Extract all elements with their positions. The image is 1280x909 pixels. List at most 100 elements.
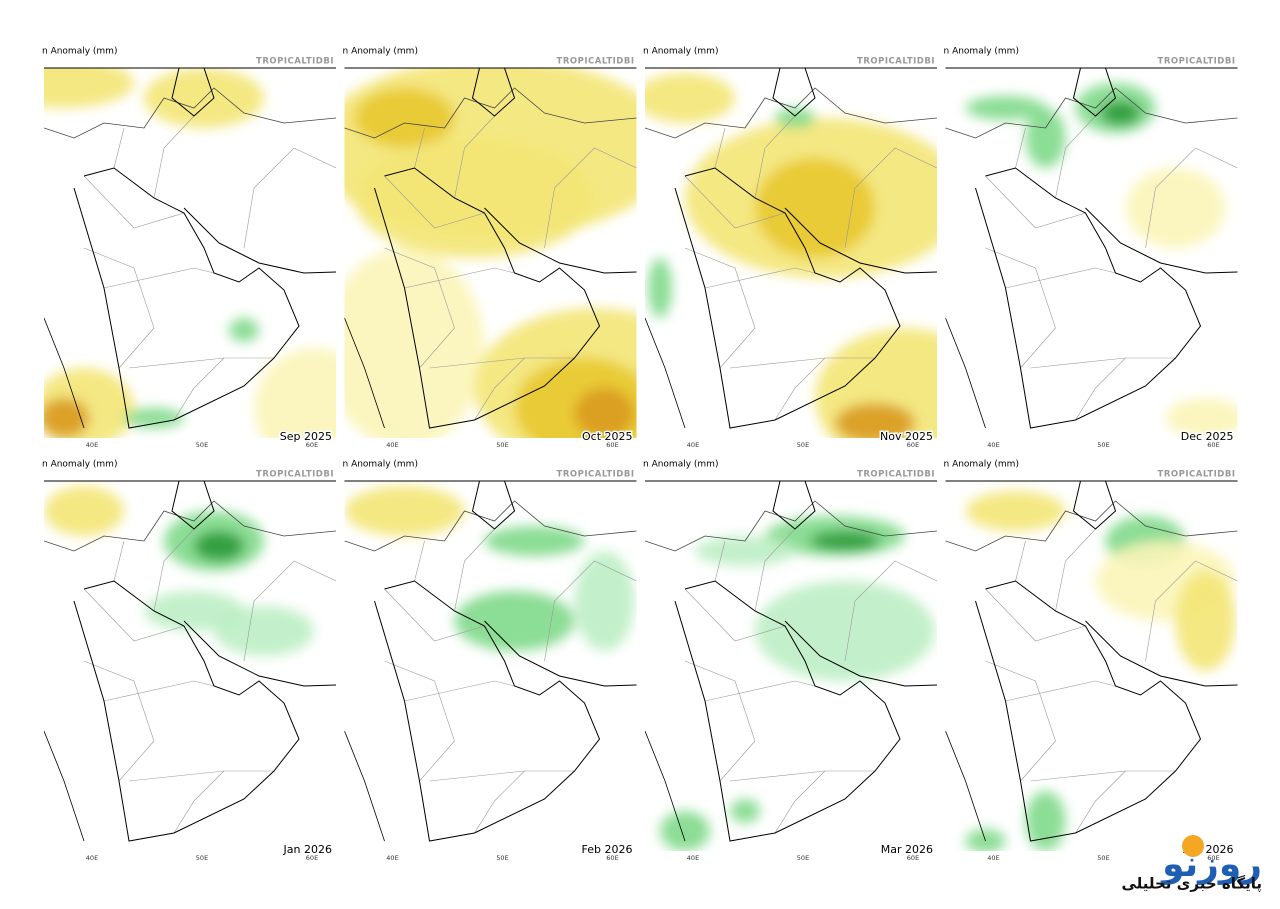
anomaly-field xyxy=(965,491,1236,851)
anomaly-blob xyxy=(454,591,575,651)
x-tick-label: 40E xyxy=(386,854,398,862)
map-panel: n Anomaly (mm) TROPICALTIDBI Feb 2026 40E 50… xyxy=(343,460,637,862)
anomaly-blob xyxy=(1125,168,1226,248)
x-tick-label: 40E xyxy=(86,441,98,449)
panel-source: TROPICALTIDBI xyxy=(557,470,635,480)
x-tick-label: 40E xyxy=(687,441,699,449)
panel-source: TROPICALTIDBI xyxy=(857,57,935,67)
panel-title: n Anomaly (mm) xyxy=(944,47,1019,57)
map-bg xyxy=(945,68,1238,438)
x-tick-label: 50E xyxy=(496,854,508,862)
panel-title: n Anomaly (mm) xyxy=(42,47,117,57)
x-tick-label: 60E xyxy=(1207,441,1219,449)
logo-name: روزنو xyxy=(1160,844,1262,885)
anomaly-blob xyxy=(344,248,485,438)
anomaly-blob xyxy=(775,108,815,128)
anomaly-blob xyxy=(660,811,710,851)
logo-tagline: پایگاه خبری تحلیلی xyxy=(1121,875,1262,894)
panel-source: TROPICALTIDBI xyxy=(1158,57,1236,67)
anomaly-blob xyxy=(730,799,760,823)
x-tick-label: 50E xyxy=(797,854,809,862)
x-tick-label: 60E xyxy=(306,854,318,862)
logo-dot xyxy=(1182,835,1204,857)
panel-source: TROPICALTIDBI xyxy=(557,57,635,67)
anomaly-blob xyxy=(344,486,465,536)
x-tick-label: 60E xyxy=(606,854,618,862)
x-tick-label: 50E xyxy=(196,854,208,862)
panel-source: TROPICALTIDBI xyxy=(1158,470,1236,480)
map xyxy=(645,68,937,438)
anomaly-blob xyxy=(354,88,455,148)
anomaly-blob xyxy=(648,258,672,318)
x-tick-label: 60E xyxy=(1207,854,1219,862)
map xyxy=(44,481,336,851)
x-tick-label: 60E xyxy=(907,441,919,449)
anomaly-field xyxy=(965,83,1238,438)
anomaly-blob xyxy=(214,606,314,656)
anomaly-blob xyxy=(1165,398,1238,438)
anomaly-blob xyxy=(44,486,124,536)
map-panel: n Anomaly (mm) TROPICALTIDBI Nov 2025 40E 50… xyxy=(643,47,937,449)
panel-title: n Anomaly (mm) xyxy=(343,460,418,470)
anomaly-blob xyxy=(755,158,875,258)
map xyxy=(344,481,637,851)
panel-date: Feb 2026 xyxy=(582,843,633,856)
x-tick-label: 40E xyxy=(687,854,699,862)
anomaly-blob xyxy=(810,531,880,551)
map xyxy=(44,68,336,438)
x-tick-label: 50E xyxy=(1097,854,1109,862)
x-tick-label: 60E xyxy=(606,441,618,449)
anomaly-blob xyxy=(574,551,635,651)
map-panel: n Anomaly (mm) TROPICALTIDBI Oct 2025 40E 50… xyxy=(343,47,637,449)
panel-title: n Anomaly (mm) xyxy=(643,47,718,57)
anomaly-field xyxy=(344,486,635,651)
map-panel: n Anomaly (mm) TROPICALTIDBI Sep 2025 40E 50… xyxy=(42,47,336,449)
x-tick-label: 50E xyxy=(1097,441,1109,449)
anomaly-blob xyxy=(44,398,89,438)
anomaly-field xyxy=(660,516,935,851)
anomaly-blob xyxy=(484,526,585,556)
panel-source: TROPICALTIDBI xyxy=(256,57,334,67)
panel-date: Oct 2025 xyxy=(582,430,633,443)
anomaly-blob xyxy=(574,388,635,438)
anomaly-blob xyxy=(1025,108,1066,168)
x-tick-label: 40E xyxy=(86,854,98,862)
anomaly-blob xyxy=(835,403,915,438)
x-tick-label: 60E xyxy=(907,854,919,862)
panel-date: Sep 2025 xyxy=(280,430,332,443)
map xyxy=(645,481,937,851)
anomaly-blob xyxy=(254,348,336,438)
x-tick-label: 50E xyxy=(496,441,508,449)
panel-date: Nov 2025 xyxy=(880,430,933,443)
anomaly-blob xyxy=(695,536,795,566)
x-tick-label: 40E xyxy=(386,441,398,449)
x-tick-label: 40E xyxy=(987,441,999,449)
map xyxy=(945,481,1238,851)
panels: n Anomaly (mm) TROPICALTIDBI Sep 2025 40E 50… xyxy=(42,47,1238,862)
anomaly-field xyxy=(44,486,314,656)
anomaly-field xyxy=(645,73,937,438)
panel-source: TROPICALTIDBI xyxy=(256,470,334,480)
panel-title: n Anomaly (mm) xyxy=(944,460,1019,470)
anomaly-blob xyxy=(194,531,244,561)
anomaly-blob xyxy=(1175,571,1236,671)
x-tick-label: 50E xyxy=(196,441,208,449)
logo: روزنو پایگاه خبری تحلیلی xyxy=(1121,835,1262,894)
anomaly-blob xyxy=(755,581,935,681)
anomaly-blob xyxy=(965,491,1066,531)
panel-title: n Anomaly (mm) xyxy=(343,47,418,57)
map xyxy=(344,68,637,438)
anomaly-blob xyxy=(1100,101,1141,125)
x-tick-label: 60E xyxy=(306,441,318,449)
panel-source: TROPICALTIDBI xyxy=(857,470,935,480)
x-tick-label: 50E xyxy=(797,441,809,449)
anomaly-blob xyxy=(965,96,1046,120)
anomaly-blob xyxy=(1025,791,1066,851)
panel-date: Jan 2026 xyxy=(283,843,332,856)
anomaly-blob xyxy=(645,73,735,123)
anomaly-blob xyxy=(229,318,259,342)
x-tick-label: 40E xyxy=(987,854,999,862)
map-bg xyxy=(945,481,1238,851)
map-panel: n Anomaly (mm) TROPICALTIDBI Jan 2026 40E 50… xyxy=(42,460,336,862)
